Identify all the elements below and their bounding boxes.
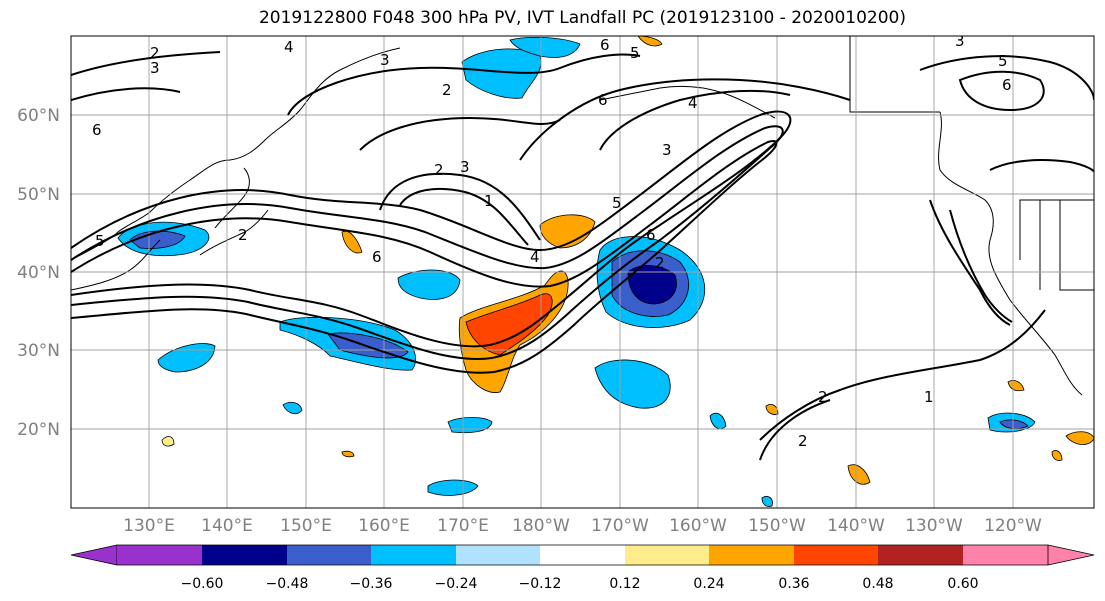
colorbar-segment: [117, 545, 202, 565]
colorbar-tick-label: −0.36: [350, 576, 393, 592]
colorbar-segment: [456, 545, 540, 565]
lon-label: 140°W: [827, 516, 885, 536]
contour-label: 5: [95, 232, 105, 250]
lon-label: 140°E: [201, 516, 253, 536]
lon-label: 170°E: [437, 516, 489, 536]
contour-label: 6: [1002, 76, 1012, 94]
map-frame: [70, 35, 1095, 509]
colorbar-segment: [287, 545, 371, 565]
contour-label: 4: [530, 248, 540, 266]
colorbar-tick-label: −0.24: [435, 576, 478, 592]
contour-label: 2: [655, 254, 665, 272]
lon-label: 150°E: [280, 516, 332, 536]
colorbar-segment: [709, 545, 794, 565]
contour-label: 6: [600, 36, 610, 54]
contour-label: 4: [284, 38, 294, 56]
contour-label: 6: [598, 91, 608, 109]
colorbar-segment: [371, 545, 456, 565]
colorbar-segment: [540, 545, 625, 565]
lon-label: 160°E: [358, 516, 410, 536]
contour-label: 3: [380, 51, 390, 69]
colorbar-segment: [878, 545, 963, 565]
colorbar-tick-label: −0.48: [266, 576, 309, 592]
contour-label: 5: [612, 194, 622, 212]
colorbar-extend-low: [70, 544, 118, 566]
lat-label-20n: 20°N: [17, 420, 60, 440]
contour-label: 1: [484, 192, 494, 210]
lat-label-50n: 50°N: [17, 185, 60, 205]
lon-label: 170°W: [591, 516, 649, 536]
lat-label-60n: 60°N: [17, 106, 60, 126]
colorbar-tick-label: −0.12: [519, 576, 562, 592]
lon-label: 120°W: [984, 516, 1042, 536]
colorbar: −0.60 −0.48 −0.36 −0.24 −0.12 0.12 0.24 …: [70, 544, 1095, 592]
colorbar-segment: [963, 545, 1048, 565]
lon-label: 130°E: [123, 516, 175, 536]
pv-contours: [71, 51, 1094, 461]
contour-label: 2: [798, 432, 808, 450]
contour-label: 5: [998, 52, 1008, 70]
lon-label: 180°W: [512, 516, 570, 536]
colorbar-extend-high: [1047, 544, 1095, 566]
contour-label: 2: [238, 226, 248, 244]
latitude-labels: 60°N 50°N 40°N 30°N 20°N: [17, 106, 60, 440]
lon-label: 150°W: [748, 516, 806, 536]
contour-label: 6: [92, 121, 102, 139]
contour-label: 6: [372, 248, 382, 266]
lon-label: 160°W: [669, 516, 727, 536]
colorbar-tick-label: 0.48: [862, 576, 893, 592]
contour-label: 1: [924, 388, 934, 406]
lat-label-40n: 40°N: [17, 263, 60, 283]
colorbar-tick-label: −0.60: [181, 576, 224, 592]
contour-label: 2: [442, 81, 452, 99]
map-panel: 2 3 4 3 2 6 5 6 4 3 6 2 3 1 5 6 5 2 4 6 …: [71, 32, 1094, 508]
longitude-labels: 130°E 140°E 150°E 160°E 170°E 180°W 170°…: [123, 516, 1042, 536]
colorbar-tick-label: 0.36: [778, 576, 809, 592]
lon-label: 130°W: [905, 516, 963, 536]
graticule: [71, 36, 1094, 508]
contour-label: 2: [818, 388, 828, 406]
lat-label-30n: 30°N: [17, 341, 60, 361]
contour-label: 6: [646, 226, 656, 244]
contour-label: 5: [630, 44, 640, 62]
contour-label: 3: [150, 59, 160, 77]
contour-label: 2: [434, 161, 444, 179]
colorbar-tick-label: 0.24: [693, 576, 724, 592]
colorbar-tick-label: 0.12: [609, 576, 640, 592]
contour-label: 3: [955, 32, 965, 50]
contour-label: 3: [662, 141, 672, 159]
colorbar-tick-label: 0.60: [947, 576, 978, 592]
colorbar-segment: [202, 545, 287, 565]
contour-label: 4: [688, 94, 698, 112]
contour-label: 3: [460, 158, 470, 176]
colorbar-segment: [794, 545, 878, 565]
colorbar-segment: [625, 545, 709, 565]
contour-label: 2: [150, 44, 160, 62]
contour-labels: 2 3 4 3 2 6 5 6 4 3 6 2 3 1 5 6 5 2 4 6 …: [92, 32, 1012, 450]
coastlines: [71, 36, 1094, 396]
map-title: 2019122800 F048 300 hPa PV, IVT Landfall…: [258, 8, 906, 28]
